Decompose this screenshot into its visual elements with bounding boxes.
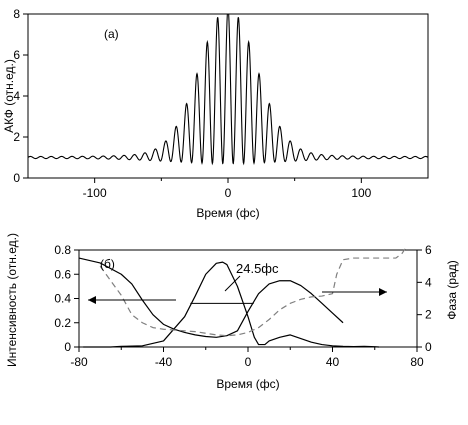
panel-b-y2-tick-label: 2 xyxy=(425,308,432,322)
panel-b-y-tick-label: 0.4 xyxy=(54,292,71,306)
panel-b-x-axis-label: Время (фс) xyxy=(216,377,279,391)
panel-a-label: (a) xyxy=(104,27,119,41)
panel-b-y2-tick-label: 4 xyxy=(425,275,432,289)
panel-b-series xyxy=(78,246,407,348)
panel-a-autocorrelation-line xyxy=(27,13,429,166)
panel-a-autocorrelation: -100 0 100 0 2 4 6 8 (a) Время (фс) АКФ (отн.ед… xyxy=(2,7,429,220)
panel-b-y-tick-label: 0.6 xyxy=(54,267,71,281)
panel-b-y2-tick-label: 0 xyxy=(425,340,432,354)
panel-b-annotations: 24.5фс xyxy=(88,261,387,304)
panel-b-y-axis-label: Интенсивность (отн.ед.) xyxy=(5,233,19,367)
panel-b-label: (б) xyxy=(100,257,115,271)
panel-a-y-tick-label: 8 xyxy=(13,7,20,21)
panel-a-x-tick-label: 0 xyxy=(225,186,232,200)
panel-b-y-tick-label: 0.2 xyxy=(54,316,71,330)
panel-b-phase-solid-line xyxy=(78,257,344,338)
panel-b-y-tick-label: 0 xyxy=(64,340,71,354)
panel-a-x-tick-label: 100 xyxy=(351,186,371,200)
panel-a-x-tick-label: -100 xyxy=(83,186,107,200)
panel-a-series xyxy=(27,13,429,166)
left-arrow-head xyxy=(88,296,96,304)
fwhm-annotation: 24.5фс xyxy=(236,261,279,276)
panel-a-y-tick-label: 0 xyxy=(13,171,20,185)
panel-b-x-tick-label: -40 xyxy=(155,355,173,369)
panel-b-x-tick-label: 40 xyxy=(326,355,340,369)
panel-a-y-tick-label: 2 xyxy=(13,130,20,144)
panel-b-x-tick-label: 80 xyxy=(410,355,424,369)
panel-a-y-axis-label: АКФ (отн.ед.) xyxy=(2,59,16,133)
panel-a-frame xyxy=(27,13,429,179)
panel-b-y2-tick-label: 6 xyxy=(425,243,432,257)
panel-b-x-tick-label: 0 xyxy=(245,355,252,369)
panel-b-y2-axis-label: Фаза (рад) xyxy=(445,260,459,320)
right-arrow-head xyxy=(379,288,387,296)
panel-b-phase-dashed-line xyxy=(99,246,407,337)
panel-b-x-tick-label: -80 xyxy=(70,355,88,369)
panel-a-ticks: -100 0 100 0 2 4 6 8 xyxy=(13,7,371,200)
annotation-leader-line xyxy=(224,275,241,292)
panel-a-y-tick-label: 6 xyxy=(13,48,20,62)
panel-a-x-axis-label: Время (фс) xyxy=(196,206,259,220)
panel-b-y-tick-label: 0.8 xyxy=(54,243,71,257)
panel-a-y-tick-label: 4 xyxy=(13,89,20,103)
